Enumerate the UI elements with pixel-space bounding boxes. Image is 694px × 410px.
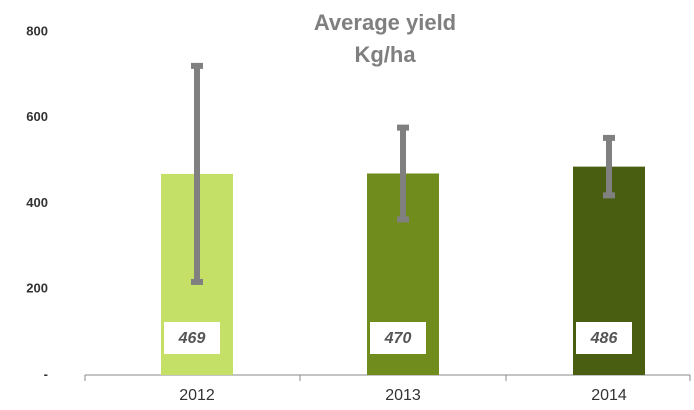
x-tick-label: 2012 (179, 387, 215, 404)
x-tick-label: 2014 (591, 387, 627, 404)
value-label-box (576, 322, 632, 354)
value-label: 469 (178, 330, 206, 347)
chart-title: Average yield (314, 10, 456, 35)
y-tick-label: - (44, 366, 48, 381)
value-label-box (370, 322, 426, 354)
y-tick-label: 200 (26, 281, 48, 296)
value-label: 470 (384, 330, 412, 347)
y-tick-label: 400 (26, 195, 48, 210)
x-tick-label: 2013 (385, 387, 421, 404)
value-label: 486 (590, 330, 618, 347)
y-tick-label: 600 (26, 109, 48, 124)
chart-subtitle: Kg/ha (354, 42, 416, 67)
y-tick-label: 800 (26, 23, 48, 38)
value-label-box (164, 322, 220, 354)
